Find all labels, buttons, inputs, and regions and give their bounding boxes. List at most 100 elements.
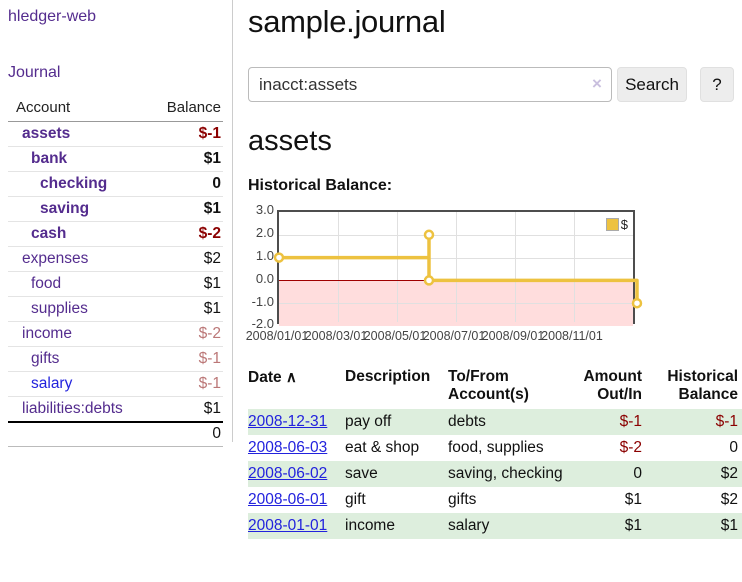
register-header-row: Date ∧ Description To/From Account(s) Am…	[248, 365, 742, 409]
account-link-liabilities-debts[interactable]: liabilities:debts	[22, 400, 123, 417]
account-balance: $1	[116, 297, 224, 322]
help-button[interactable]: ?	[700, 67, 734, 102]
transaction-amount: $-2	[576, 435, 646, 461]
account-link-bank[interactable]: bank	[31, 150, 67, 167]
account-balance: $1	[116, 397, 224, 423]
account-balance: $-1	[116, 347, 224, 372]
sidebar-item-journal[interactable]: Journal	[8, 64, 60, 82]
transaction-description: eat & shop	[345, 435, 448, 461]
register-row: 2008-12-31 pay off debts $-1 $-1	[248, 409, 742, 435]
transaction-balance: $2	[646, 461, 742, 487]
transaction-balance: $2	[646, 487, 742, 513]
y-tick: 1.0	[248, 249, 274, 263]
accounts-total-value: 0	[116, 422, 224, 447]
account-link-saving[interactable]: saving	[40, 200, 89, 217]
transaction-accounts: debts	[448, 409, 576, 435]
transaction-accounts: saving, checking	[448, 461, 576, 487]
account-row: salary $-1	[8, 372, 223, 397]
account-link-gifts[interactable]: gifts	[31, 350, 59, 367]
search-input[interactable]	[248, 67, 612, 102]
register-header-date[interactable]: Date ∧	[248, 365, 345, 409]
main-content: sample.journal × Search ? assets Histori…	[248, 0, 742, 539]
sort-ascending-icon: ∧	[286, 369, 297, 386]
transaction-accounts: salary	[448, 513, 576, 539]
account-link-checking[interactable]: checking	[40, 175, 107, 192]
account-link-income[interactable]: income	[22, 325, 72, 342]
account-row: gifts $-1	[8, 347, 223, 372]
search-button[interactable]: Search	[617, 67, 687, 102]
account-link-food[interactable]: food	[31, 275, 61, 292]
y-tick: 0.0	[248, 272, 274, 286]
account-balance: $1	[116, 272, 224, 297]
account-row: cash $-2	[8, 222, 223, 247]
account-row: bank $1	[8, 147, 223, 172]
transaction-description: save	[345, 461, 448, 487]
app-brand-link[interactable]: hledger-web	[8, 8, 96, 26]
account-link-assets[interactable]: assets	[22, 125, 70, 142]
chart-plot-area: $	[277, 210, 635, 324]
y-tick: 2.0	[248, 226, 274, 240]
transaction-amount: $1	[576, 513, 646, 539]
account-balance: $1	[116, 147, 224, 172]
transaction-amount: $-1	[576, 409, 646, 435]
sidebar: hledger-web Journal Account Balance asse…	[0, 0, 233, 442]
register-row: 2008-06-01 gift gifts $1 $2	[248, 487, 742, 513]
account-link-cash[interactable]: cash	[31, 225, 66, 242]
account-balance: $-1	[116, 122, 224, 147]
transaction-description: pay off	[345, 409, 448, 435]
account-row: expenses $2	[8, 247, 223, 272]
register-header-accounts: To/From Account(s)	[448, 365, 576, 409]
accounts-header-balance: Balance	[116, 95, 224, 122]
transaction-date-link[interactable]: 2008-12-31	[248, 413, 327, 430]
register-header-balance: Historical Balance	[646, 365, 742, 409]
transaction-date-link[interactable]: 2008-06-03	[248, 439, 327, 456]
transaction-balance: $-1	[646, 409, 742, 435]
register-header-amount: Amount Out/In	[576, 365, 646, 409]
transaction-date-link[interactable]: 2008-06-02	[248, 465, 327, 482]
account-row: supplies $1	[8, 297, 223, 322]
account-row: assets $-1	[8, 122, 223, 147]
header-date-label: Date	[248, 369, 282, 386]
accounts-total-row: 0	[8, 422, 223, 447]
account-link-supplies[interactable]: supplies	[31, 300, 88, 317]
transaction-balance: $1	[646, 513, 742, 539]
transaction-balance: 0	[646, 435, 742, 461]
legend-label: $	[621, 217, 628, 232]
account-balance: $1	[116, 197, 224, 222]
chart-legend: $	[606, 217, 628, 232]
balance-chart: 3.0 2.0 1.0 0.0 -1.0 -2.0	[248, 202, 742, 350]
page-title: sample.journal	[248, 0, 742, 40]
account-row: saving $1	[8, 197, 223, 222]
account-link-salary[interactable]: salary	[31, 375, 72, 392]
account-link-expenses[interactable]: expenses	[22, 250, 88, 267]
account-row: income $-2	[8, 322, 223, 347]
register-row: 2008-01-01 income salary $1 $1	[248, 513, 742, 539]
y-tick: 3.0	[248, 203, 274, 217]
clear-search-icon[interactable]: ×	[588, 75, 606, 93]
chart-series-line	[279, 212, 637, 326]
account-balance: $-2	[116, 222, 224, 247]
y-tick: -1.0	[248, 295, 274, 309]
account-balance: $-1	[116, 372, 224, 397]
account-balance: 0	[116, 172, 224, 197]
transaction-amount: $1	[576, 487, 646, 513]
transaction-description: income	[345, 513, 448, 539]
transaction-description: gift	[345, 487, 448, 513]
register-header-description: Description	[345, 365, 448, 409]
transaction-date-link[interactable]: 2008-06-01	[248, 491, 327, 508]
transaction-date-link[interactable]: 2008-01-01	[248, 517, 327, 534]
transaction-amount: 0	[576, 461, 646, 487]
transaction-accounts: gifts	[448, 487, 576, 513]
accounts-table: Account Balance assets $-1 bank $1 check…	[8, 95, 223, 447]
register-row: 2008-06-02 save saving, checking 0 $2	[248, 461, 742, 487]
account-balance: $-2	[116, 322, 224, 347]
chart-title: Historical Balance:	[248, 177, 742, 195]
x-tick: 2008/11/01	[535, 329, 609, 343]
register-table: Date ∧ Description To/From Account(s) Am…	[248, 365, 742, 539]
search-form: × Search ?	[248, 67, 742, 102]
legend-swatch-icon	[606, 218, 619, 231]
account-row: checking 0	[8, 172, 223, 197]
account-row: food $1	[8, 272, 223, 297]
accounts-header-account: Account	[8, 95, 116, 122]
account-heading: assets	[248, 125, 742, 158]
